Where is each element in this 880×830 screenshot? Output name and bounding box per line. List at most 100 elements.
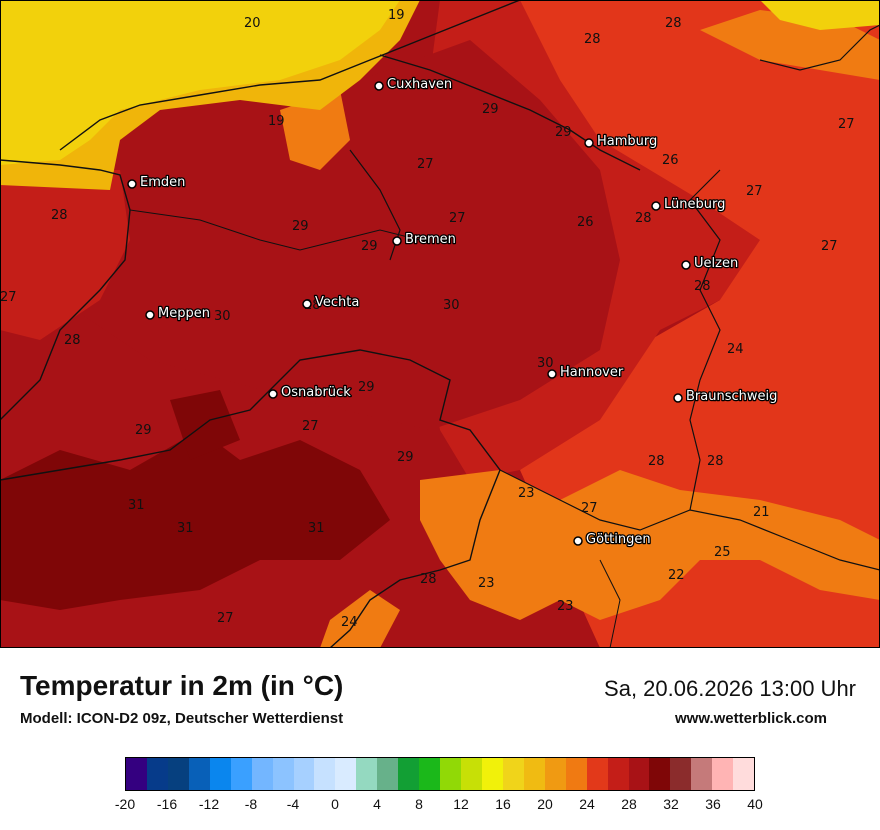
temp-label: 27 [449,211,466,226]
temp-label: 22 [668,568,685,583]
model-source: Modell: ICON-D2 09z, Deutscher Wetterdie… [20,710,344,727]
legend-tick-label: -12 [198,796,220,812]
temp-zone-sea-yellow [0,0,400,165]
border-line [0,159,131,421]
temp-label: 29 [292,219,309,234]
temp-label: 19 [388,8,405,23]
legend-tick-label: 28 [621,796,637,812]
temp-label: 28 [648,454,665,469]
legend-swatch [167,758,189,790]
city-osnabrueck: Osnabrück [268,384,352,401]
temp-label: 27 [838,117,855,132]
legend-swatch [356,758,378,790]
city-lueneburg: Lüneburg [651,196,727,213]
website-link[interactable]: www.wetterblick.com [675,710,827,727]
city-name: Hamburg [597,134,657,149]
city-dot-icon [127,179,137,189]
legend-swatch [377,758,399,790]
map-footer: Temperatur in 2m (in °C) Modell: ICON-D2… [0,648,880,830]
legend-tick-label: 32 [663,796,679,812]
city-name: Uelzen [694,256,738,271]
temp-label: 27 [217,611,234,626]
temp-label: 30 [214,309,231,324]
legend-swatch [419,758,441,790]
temperature-map: 20 19 28 28 19 29 29 27 27 26 27 27 28 2… [0,0,880,648]
legend-swatch [691,758,713,790]
temp-label: 29 [135,423,152,438]
temp-label: 28 [64,333,81,348]
temp-zone-southeast-orange [420,470,880,620]
legend-swatch [335,758,357,790]
legend-swatch [670,758,692,790]
legend-swatch [251,758,273,790]
border-line [689,169,721,511]
forecast-datetime: Sa, 20.06.2026 13:00 Uhr [604,676,856,701]
elbe-river [379,54,641,171]
temp-label: 28 [51,208,68,223]
legend-tick-label: -8 [244,796,258,812]
legend-swatch [481,758,503,790]
legend-tick-label: -20 [114,796,136,812]
temp-label: 31 [177,521,194,536]
city-dot-icon [673,393,683,403]
city-dot-icon [584,138,594,148]
legend-swatch [230,758,252,790]
legend-swatch [314,758,336,790]
temp-label: 27 [0,290,17,305]
temp-zone-southwest [0,430,390,610]
city-dot-icon [374,81,384,91]
legend-tick-label: 36 [705,796,721,812]
legend-swatch [733,758,755,790]
city-dot-icon [573,536,583,546]
temp-label: 28 [665,16,682,31]
temp-label: 23 [557,599,574,614]
temp-label: 29 [361,239,378,254]
temp-label: 28 [635,211,652,226]
city-name: Emden [140,175,185,190]
temp-label: 29 [482,102,499,117]
legend-swatch [272,758,294,790]
city-markers: Cuxhaven Hamburg Emden Lüneburg Bremen U… [127,76,779,548]
temp-zone-west [0,170,130,340]
temp-label: 31 [308,521,325,536]
legend-swatch [628,758,650,790]
city-name: Göttingen [586,532,651,547]
city-name: Cuxhaven [387,77,452,92]
temperature-labels: 20 19 28 28 19 29 29 27 27 26 27 27 28 2… [0,8,855,630]
temp-label: 28 [420,572,437,587]
legend-swatch [586,758,608,790]
border-line [599,559,621,648]
coastline [59,0,521,151]
temp-label: 29 [555,125,572,140]
temp-zone-east [470,0,880,648]
border-line [129,209,421,251]
city-name: Vechta [315,295,359,310]
city-name: Osnabrück [281,385,351,400]
temp-zone-northeast-yellow [760,0,880,30]
legend-tick-label: -16 [156,796,178,812]
temp-zone-center [40,40,620,430]
temp-label: 24 [727,342,744,357]
city-goettingen: Göttingen [573,531,652,548]
temp-label: 31 [128,498,145,513]
city-dot-icon [547,369,557,379]
temp-label: 21 [753,505,770,520]
legend-swatch [209,758,231,790]
legend-swatch [146,758,168,790]
city-emden: Emden [127,174,187,191]
temp-label: 27 [417,157,434,172]
legend-swatch [649,758,671,790]
legend-swatch [544,758,566,790]
city-name: Hannover [560,365,624,380]
legend-swatch [712,758,734,790]
legend-swatch [461,758,482,790]
legend-swatch [398,758,420,790]
city-dot-icon [145,310,155,320]
legend-swatch [293,758,315,790]
city-name: Lüneburg [664,197,725,212]
temp-label: 23 [478,576,495,591]
color-scale-legend [125,757,755,791]
legend-tick-label: 8 [415,796,423,812]
city-meppen: Meppen [145,305,211,322]
legend-swatch [565,758,587,790]
